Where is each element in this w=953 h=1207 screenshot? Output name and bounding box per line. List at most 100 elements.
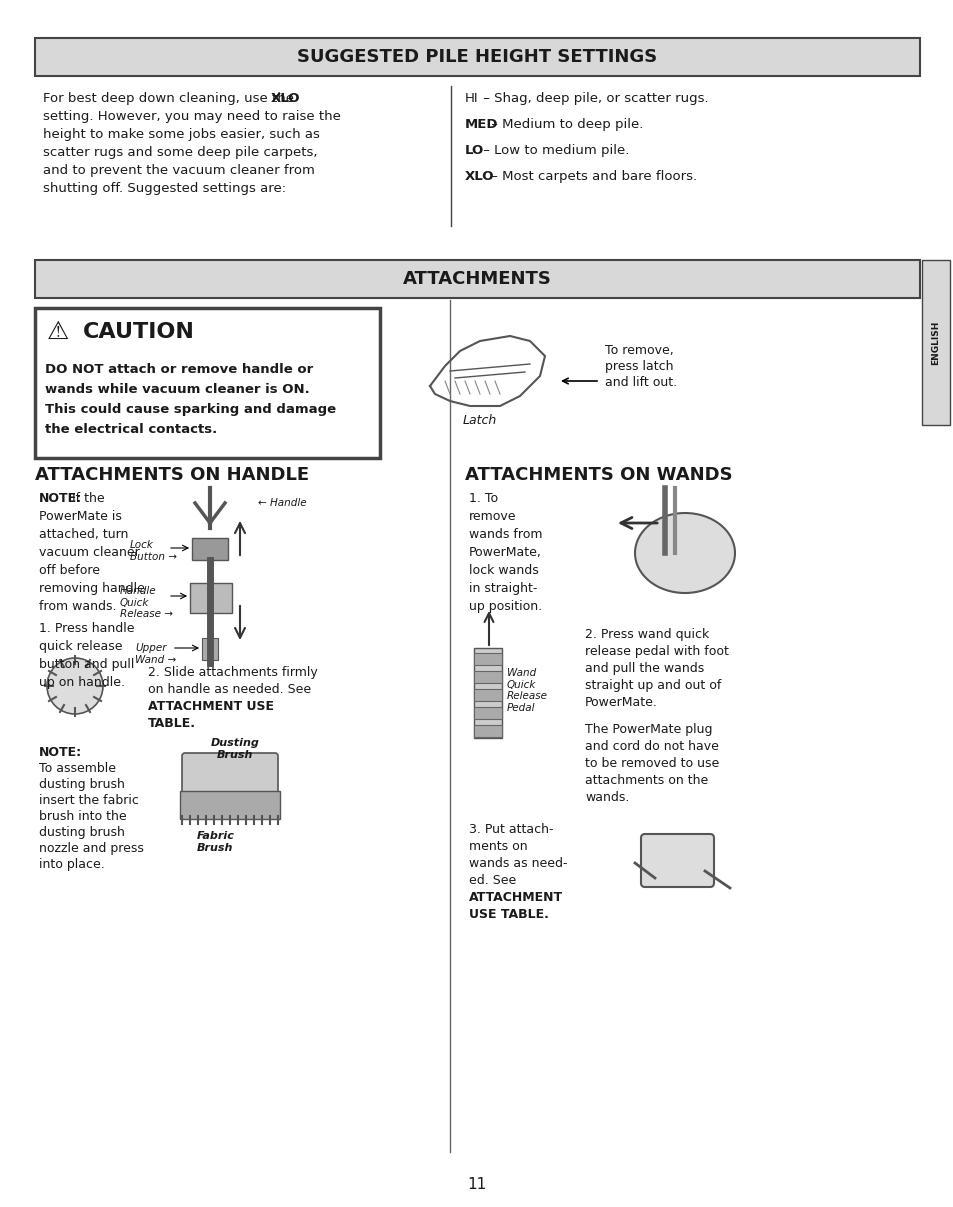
Text: Lock
Button →: Lock Button → bbox=[130, 540, 177, 561]
Text: shutting off. Suggested settings are:: shutting off. Suggested settings are: bbox=[43, 182, 286, 196]
Text: and cord do not have: and cord do not have bbox=[584, 740, 719, 753]
Text: quick release: quick release bbox=[39, 640, 122, 653]
Text: 2. Slide attachments firmly: 2. Slide attachments firmly bbox=[148, 666, 317, 680]
Text: 2. Press wand quick: 2. Press wand quick bbox=[584, 628, 708, 641]
Text: dusting brush: dusting brush bbox=[39, 826, 125, 839]
Text: PowerMate,: PowerMate, bbox=[469, 546, 541, 559]
Text: Latch: Latch bbox=[462, 414, 497, 427]
Text: Dusting
Brush: Dusting Brush bbox=[211, 737, 259, 759]
Text: from wands.: from wands. bbox=[39, 600, 116, 613]
Text: ATTACHMENTS: ATTACHMENTS bbox=[402, 270, 552, 288]
FancyBboxPatch shape bbox=[182, 753, 277, 794]
Text: lock wands: lock wands bbox=[469, 564, 538, 577]
Text: ⚠: ⚠ bbox=[47, 320, 70, 344]
Bar bbox=[474, 707, 501, 719]
Text: DO NOT attach or remove handle or: DO NOT attach or remove handle or bbox=[45, 363, 313, 377]
Text: – Medium to deep pile.: – Medium to deep pile. bbox=[486, 118, 642, 132]
Text: NOTE:: NOTE: bbox=[39, 492, 82, 505]
Bar bbox=[921, 260, 949, 425]
Text: MED: MED bbox=[464, 118, 497, 132]
Text: attachments on the: attachments on the bbox=[584, 774, 707, 787]
Text: vacuum cleaner: vacuum cleaner bbox=[39, 546, 139, 559]
Bar bbox=[190, 583, 232, 613]
Text: release pedal with foot: release pedal with foot bbox=[584, 645, 728, 658]
Text: ments on: ments on bbox=[469, 840, 527, 853]
Text: attached, turn: attached, turn bbox=[39, 527, 129, 541]
Text: press latch: press latch bbox=[604, 360, 673, 373]
Text: and lift out.: and lift out. bbox=[604, 377, 677, 389]
Text: insert the fabric: insert the fabric bbox=[39, 794, 139, 807]
Text: Upper
Wand →: Upper Wand → bbox=[135, 643, 176, 665]
Bar bbox=[474, 725, 501, 737]
Text: nozzle and press: nozzle and press bbox=[39, 842, 144, 855]
Text: 3. Put attach-: 3. Put attach- bbox=[469, 823, 553, 836]
Text: and pull the wands: and pull the wands bbox=[584, 661, 703, 675]
Text: wands from: wands from bbox=[469, 527, 542, 541]
Text: To assemble: To assemble bbox=[39, 762, 116, 775]
Text: XLO: XLO bbox=[464, 170, 494, 183]
Text: – Most carpets and bare floors.: – Most carpets and bare floors. bbox=[486, 170, 696, 183]
Text: HI: HI bbox=[464, 92, 478, 105]
Text: If the: If the bbox=[69, 492, 105, 505]
Text: ATTACHMENT USE: ATTACHMENT USE bbox=[148, 700, 274, 713]
Text: ← Handle: ← Handle bbox=[257, 498, 306, 508]
Bar bbox=[474, 648, 501, 737]
Text: wands.: wands. bbox=[584, 791, 629, 804]
Text: removing handle: removing handle bbox=[39, 582, 145, 595]
Text: Handle
Quick
Release →: Handle Quick Release → bbox=[120, 587, 172, 619]
Text: up on handle.: up on handle. bbox=[39, 676, 125, 689]
Bar bbox=[474, 653, 501, 665]
Bar bbox=[474, 689, 501, 701]
FancyBboxPatch shape bbox=[640, 834, 713, 887]
Text: 1. To: 1. To bbox=[469, 492, 497, 505]
Text: PowerMate.: PowerMate. bbox=[584, 696, 658, 709]
Text: ATTACHMENTS ON WANDS: ATTACHMENTS ON WANDS bbox=[464, 466, 732, 484]
Text: Fabric
Brush: Fabric Brush bbox=[196, 830, 234, 852]
Text: 11: 11 bbox=[467, 1177, 486, 1193]
Text: ATTACHMENTS ON HANDLE: ATTACHMENTS ON HANDLE bbox=[35, 466, 309, 484]
Bar bbox=[180, 791, 280, 820]
Ellipse shape bbox=[635, 513, 734, 593]
Text: ATTACHMENT: ATTACHMENT bbox=[469, 891, 562, 904]
Text: setting. However, you may need to raise the: setting. However, you may need to raise … bbox=[43, 110, 340, 123]
Bar bbox=[192, 538, 228, 560]
Text: PowerMate is: PowerMate is bbox=[39, 511, 122, 523]
Text: – Low to medium pile.: – Low to medium pile. bbox=[478, 144, 629, 157]
Text: the electrical contacts.: the electrical contacts. bbox=[45, 422, 217, 436]
Text: To remove,: To remove, bbox=[604, 344, 673, 357]
Text: LO: LO bbox=[464, 144, 484, 157]
Text: to be removed to use: to be removed to use bbox=[584, 757, 719, 770]
Text: 1. Press handle: 1. Press handle bbox=[39, 622, 134, 635]
Text: scatter rugs and some deep pile carpets,: scatter rugs and some deep pile carpets, bbox=[43, 146, 317, 159]
Text: remove: remove bbox=[469, 511, 516, 523]
Text: brush into the: brush into the bbox=[39, 810, 127, 823]
Text: into place.: into place. bbox=[39, 858, 105, 871]
Text: NOTE:: NOTE: bbox=[39, 746, 82, 759]
Circle shape bbox=[47, 658, 103, 715]
Text: height to make some jobs easier, such as: height to make some jobs easier, such as bbox=[43, 128, 319, 141]
Text: and to prevent the vacuum cleaner from: and to prevent the vacuum cleaner from bbox=[43, 164, 314, 177]
Text: off before: off before bbox=[39, 564, 100, 577]
Text: wands as need-: wands as need- bbox=[469, 857, 567, 870]
Text: Wand
Quick
Release
Pedal: Wand Quick Release Pedal bbox=[506, 667, 547, 713]
Text: USE TABLE.: USE TABLE. bbox=[469, 908, 548, 921]
Text: straight up and out of: straight up and out of bbox=[584, 680, 720, 692]
Text: This could cause sparking and damage: This could cause sparking and damage bbox=[45, 403, 335, 416]
Bar bbox=[202, 639, 218, 660]
Text: SUGGESTED PILE HEIGHT SETTINGS: SUGGESTED PILE HEIGHT SETTINGS bbox=[297, 48, 657, 66]
Text: wands while vacuum cleaner is ON.: wands while vacuum cleaner is ON. bbox=[45, 383, 310, 396]
Text: on handle as needed. See: on handle as needed. See bbox=[148, 683, 311, 696]
Text: XLO: XLO bbox=[271, 92, 300, 105]
Bar bbox=[35, 260, 919, 298]
Text: – Shag, deep pile, or scatter rugs.: – Shag, deep pile, or scatter rugs. bbox=[478, 92, 708, 105]
Text: dusting brush: dusting brush bbox=[39, 779, 125, 791]
Text: ed. See: ed. See bbox=[469, 874, 516, 887]
Bar bbox=[474, 671, 501, 683]
Text: ENGLISH: ENGLISH bbox=[930, 320, 940, 365]
Text: For best deep down cleaning, use the: For best deep down cleaning, use the bbox=[43, 92, 298, 105]
Text: in straight-: in straight- bbox=[469, 582, 537, 595]
Text: up position.: up position. bbox=[469, 600, 541, 613]
Text: CAUTION: CAUTION bbox=[83, 322, 194, 342]
Bar bbox=[35, 308, 379, 457]
Text: The PowerMate plug: The PowerMate plug bbox=[584, 723, 712, 736]
